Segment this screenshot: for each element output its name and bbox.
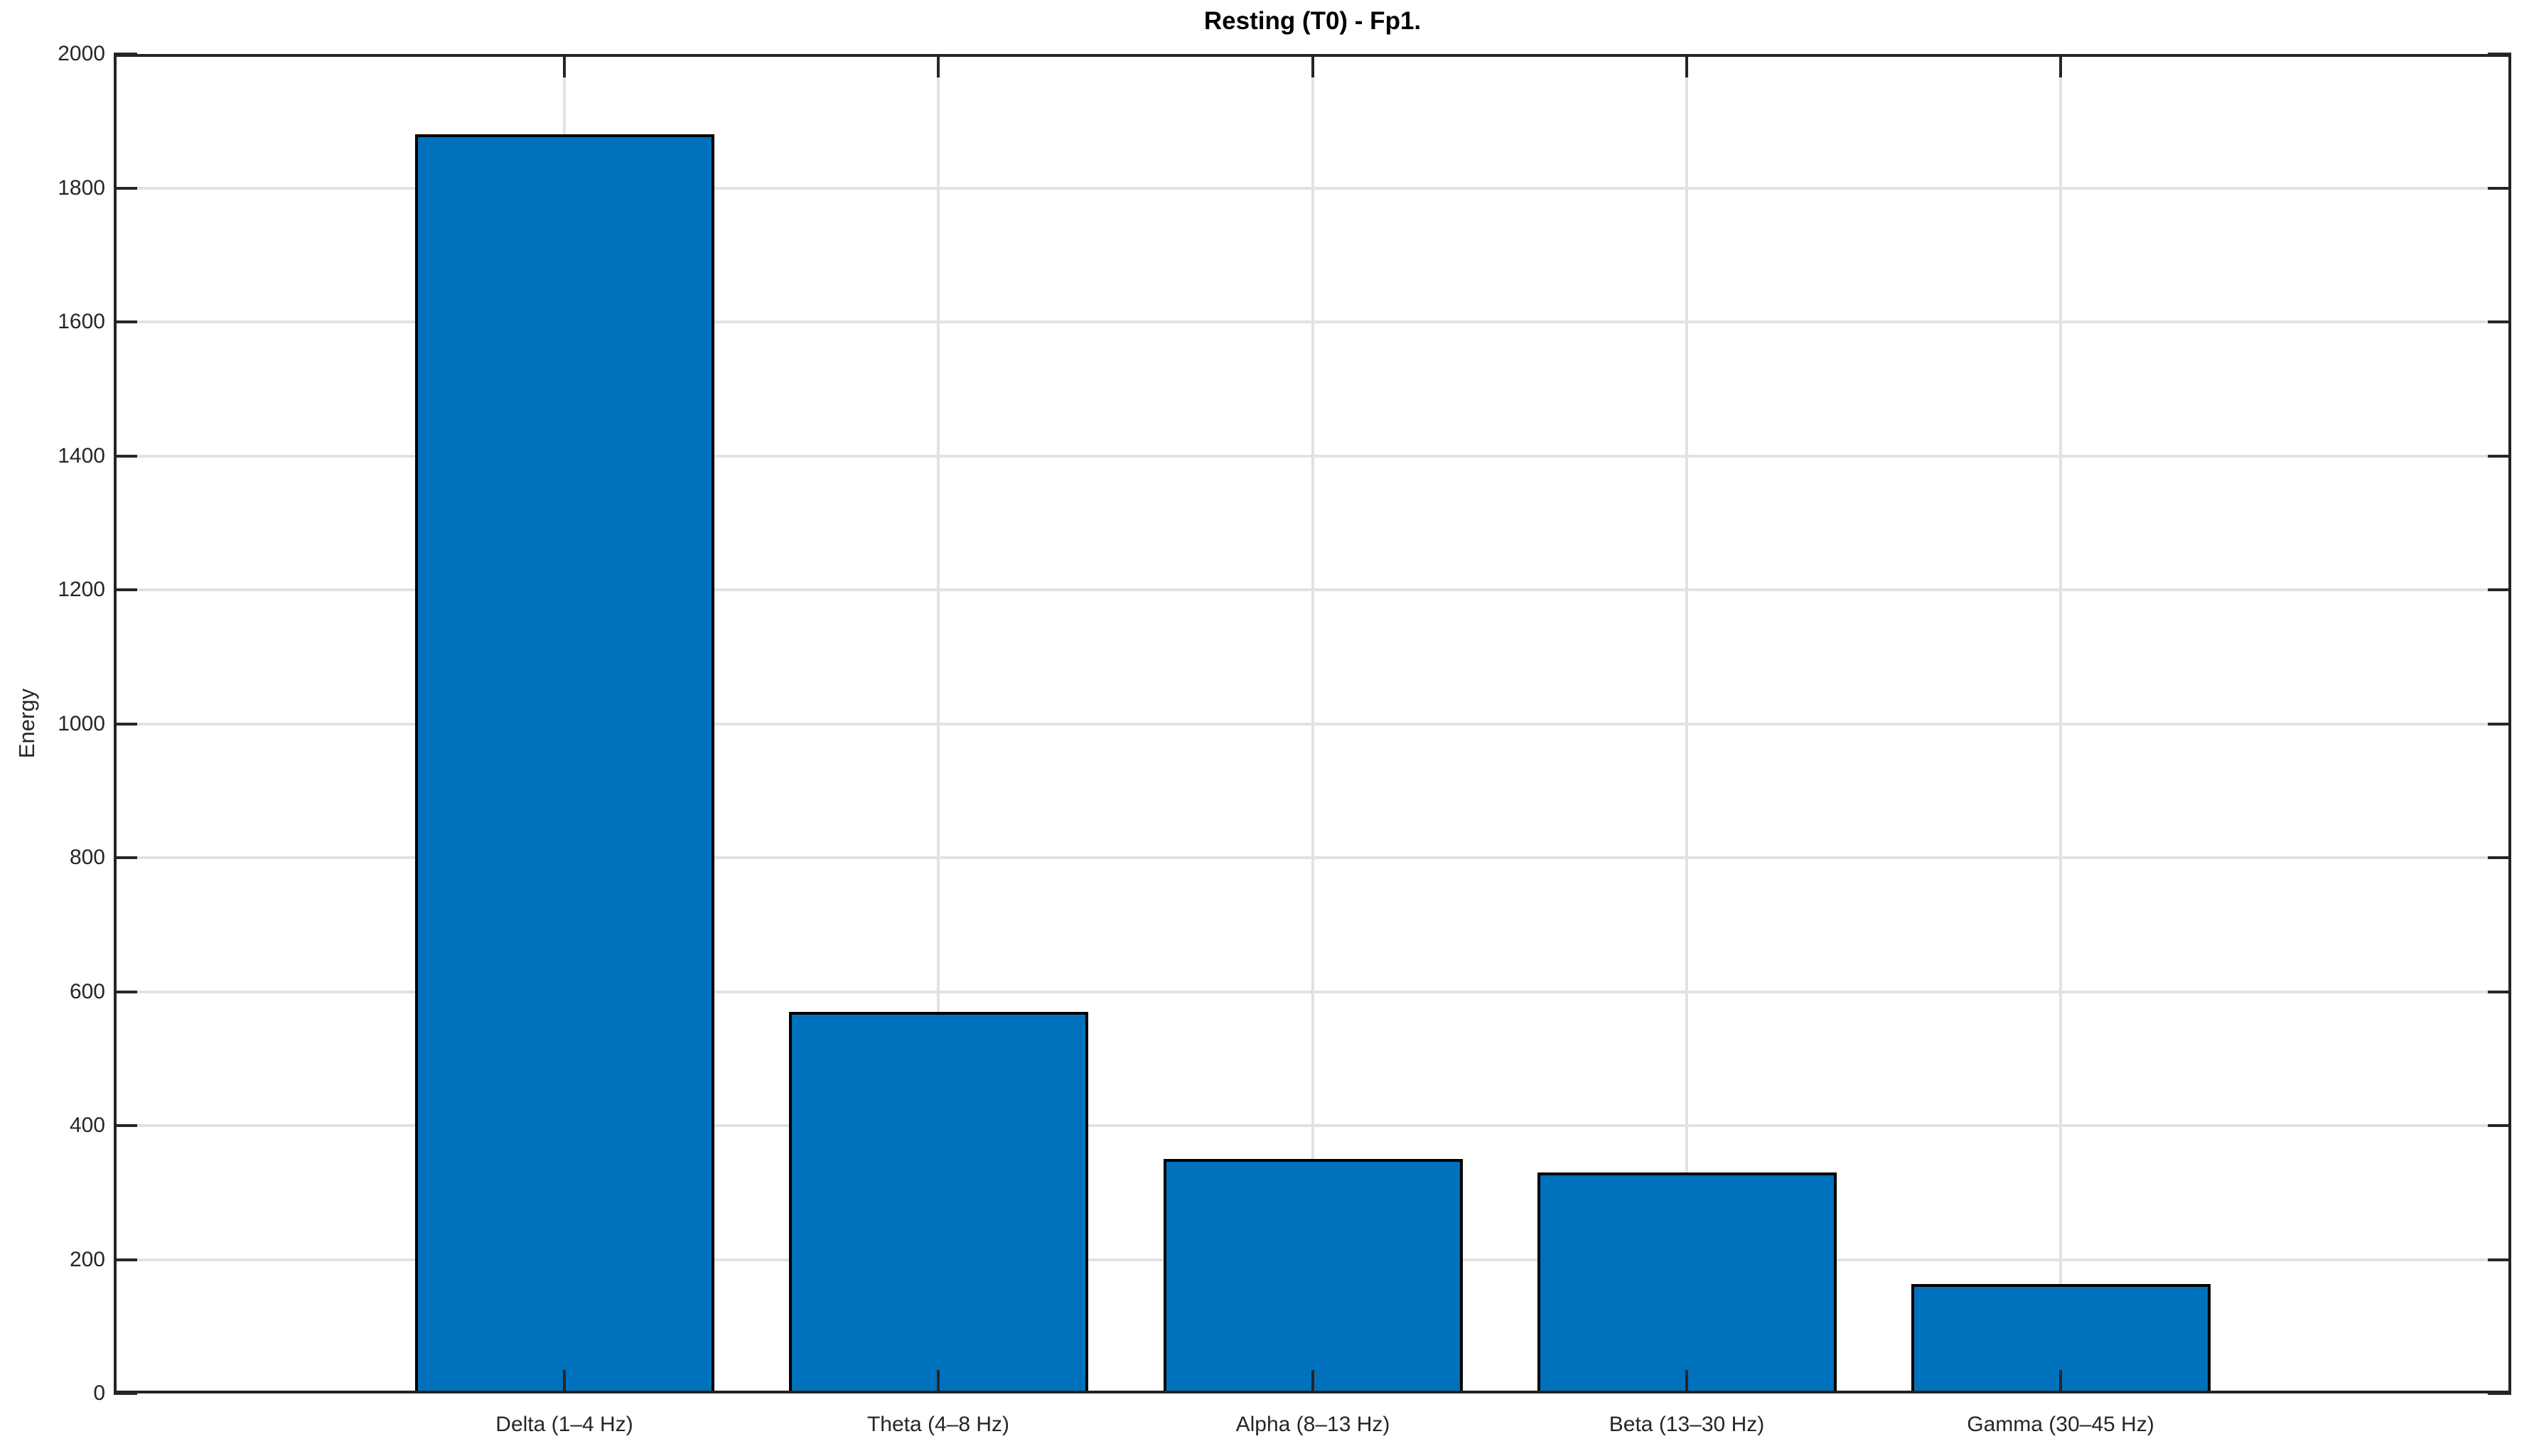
y-tick-mark — [2488, 1392, 2511, 1395]
y-tick-mark — [2488, 53, 2511, 55]
x-tick-mark — [937, 54, 940, 77]
y-tick-label: 800 — [69, 846, 105, 869]
y-tick-mark — [2488, 991, 2511, 993]
x-gridline — [1311, 54, 1314, 1393]
y-tick-label: 2000 — [58, 42, 105, 65]
x-gridline — [2059, 54, 2062, 1393]
y-tick-mark — [114, 53, 137, 55]
y-tick-mark — [114, 588, 137, 591]
y-tick-label: 1800 — [58, 176, 105, 200]
bar-alpha — [1164, 1159, 1463, 1393]
x-tick-label: Delta (1–4 Hz) — [495, 1413, 633, 1436]
y-tick-mark — [114, 320, 137, 323]
y-tick-mark — [2488, 856, 2511, 859]
y-tick-mark — [2488, 1258, 2511, 1261]
y-tick-mark — [114, 1258, 137, 1261]
x-tick-mark — [2059, 1370, 2062, 1393]
x-tick-label: Gamma (30–45 Hz) — [1967, 1413, 2154, 1436]
y-tick-mark — [114, 1124, 137, 1127]
bar-beta — [1537, 1172, 1837, 1393]
bar-gamma — [1911, 1284, 2211, 1393]
y-tick-mark — [2488, 723, 2511, 726]
y-tick-label: 1600 — [58, 310, 105, 333]
chart-title: Resting (T0) - Fp1. — [1203, 7, 1422, 35]
y-tick-mark — [2488, 187, 2511, 190]
x-tick-mark — [2059, 54, 2062, 77]
plot-area — [114, 53, 2511, 1395]
x-tick-label: Theta (4–8 Hz) — [866, 1413, 1010, 1436]
x-tick-label: Alpha (8–13 Hz) — [1235, 1413, 1390, 1436]
y-tick-mark — [114, 187, 137, 190]
bar-theta — [789, 1012, 1088, 1393]
x-tick-mark — [1685, 1370, 1688, 1393]
y-tick-mark — [2488, 1124, 2511, 1127]
x-tick-mark — [563, 54, 566, 77]
y-tick-label: 200 — [69, 1248, 105, 1271]
y-tick-label: 1400 — [58, 444, 105, 468]
bar-delta — [415, 134, 714, 1393]
x-tick-mark — [1311, 54, 1314, 77]
x-gridline — [1685, 54, 1688, 1393]
y-tick-mark — [114, 1392, 137, 1395]
x-tick-mark — [1685, 54, 1688, 77]
x-gridline — [937, 54, 940, 1393]
x-tick-label: Beta (13–30 Hz) — [1609, 1413, 1765, 1436]
y-tick-mark — [2488, 588, 2511, 591]
y-tick-label: 1000 — [58, 712, 105, 735]
y-tick-label: 600 — [69, 980, 105, 1003]
y-tick-label: 0 — [93, 1381, 105, 1405]
y-tick-mark — [114, 455, 137, 458]
y-tick-mark — [114, 856, 137, 859]
y-tick-label: 400 — [69, 1113, 105, 1137]
y-tick-mark — [114, 723, 137, 726]
y-tick-label: 1200 — [58, 578, 105, 601]
y-tick-mark — [114, 991, 137, 993]
x-tick-mark — [1311, 1370, 1314, 1393]
x-tick-mark — [937, 1370, 940, 1393]
y-tick-mark — [2488, 320, 2511, 323]
y-tick-mark — [2488, 455, 2511, 458]
x-tick-mark — [563, 1370, 566, 1393]
